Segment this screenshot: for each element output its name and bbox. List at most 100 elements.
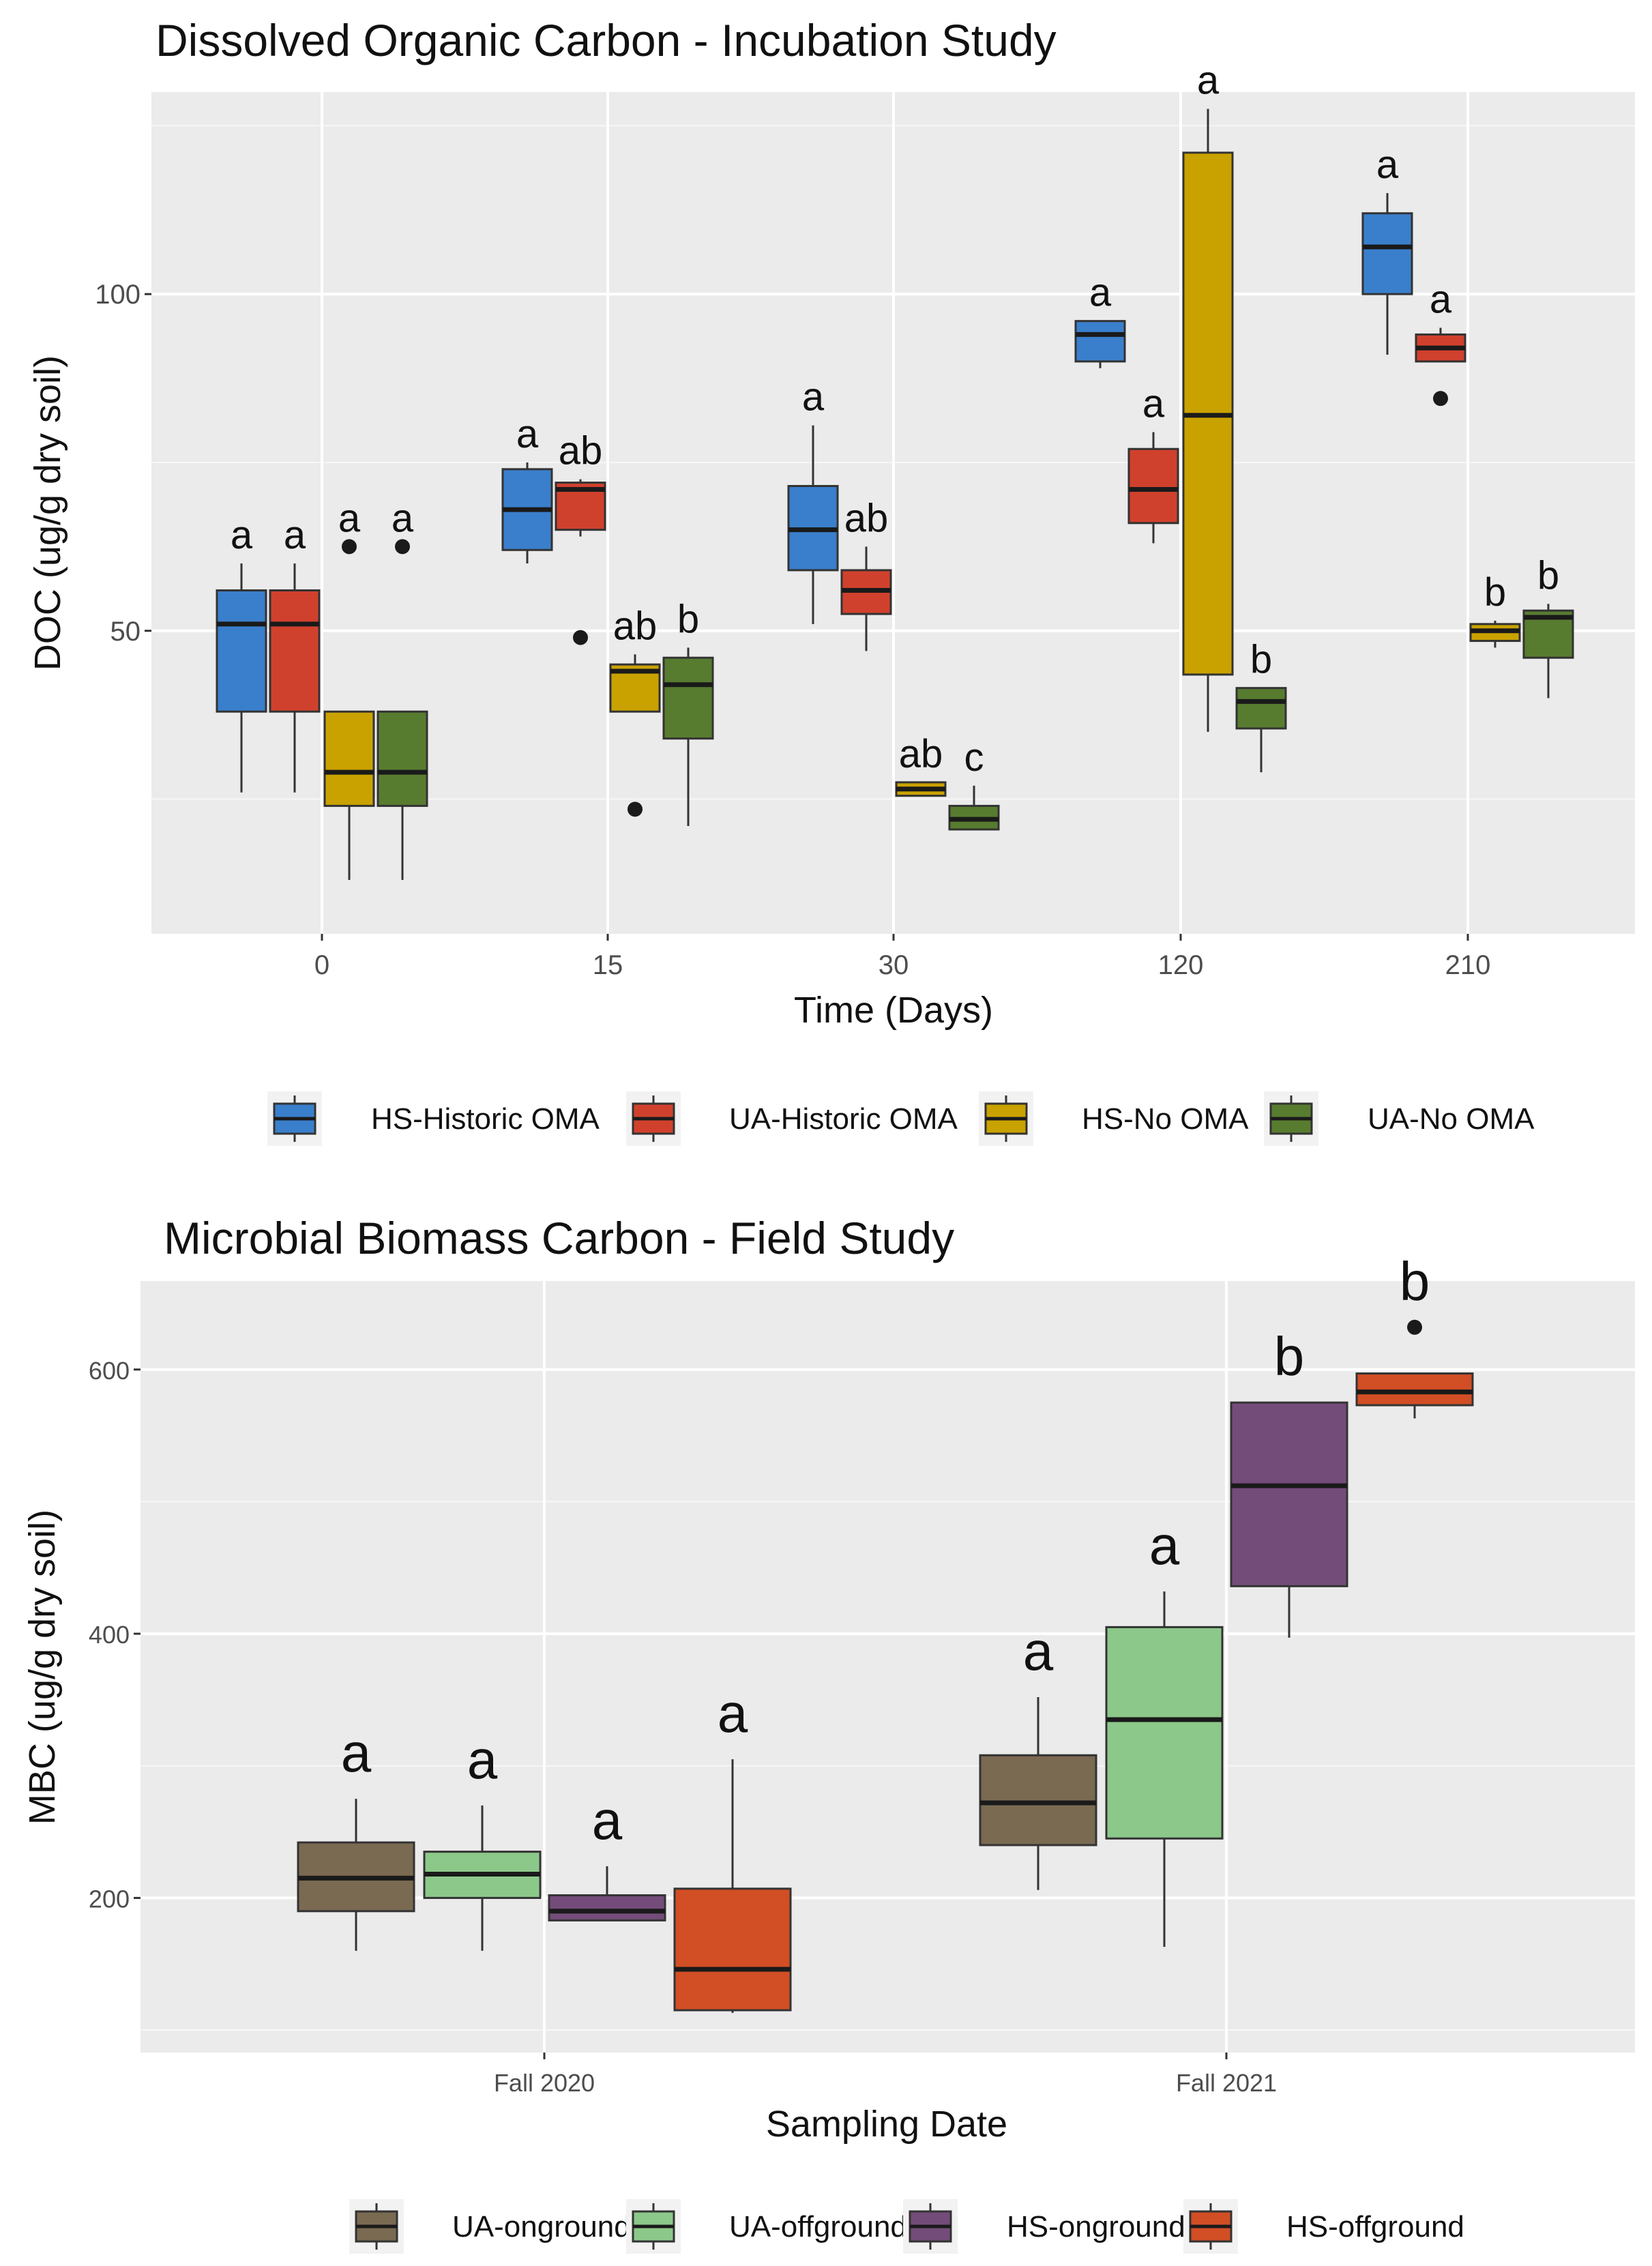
box-hs-onground-fall-2021 xyxy=(1230,1401,1348,1638)
doc-x-axis-title: Time (Days) xyxy=(794,990,993,1031)
box-body xyxy=(1105,1625,1224,1840)
box-hs-historic-oma-0 xyxy=(216,563,267,793)
significance-letter: ab xyxy=(844,496,889,540)
y-tick-label: 600 xyxy=(89,1357,130,1385)
y-tick-label: 400 xyxy=(89,1621,130,1649)
doc-chart-title: Dissolved Organic Carbon - Incubation St… xyxy=(156,15,1057,65)
legend-label: HS-offground xyxy=(1286,2210,1464,2243)
outlier-point xyxy=(395,539,410,555)
doc-gridlines xyxy=(151,92,1635,934)
significance-letter: a xyxy=(231,513,253,557)
doc-legend: HS-Historic OMA UA-Historic OMA HS-No OMA U… xyxy=(267,1091,1535,1146)
box-ua-offground-fall-2020 xyxy=(423,1805,542,1951)
box-ua-historic-oma-0 xyxy=(269,563,321,793)
doc-y-axis-title: DOC (ug/g dry soil) xyxy=(27,355,68,671)
doc-y-axis: 50 100 xyxy=(95,280,151,647)
legend-label: UA-onground xyxy=(452,2210,631,2243)
box-ua-no-oma-0 xyxy=(377,539,428,881)
mbc-chart-title: Microbial Biomass Carbon - Field Study xyxy=(164,1213,954,1263)
box-ua-historic-oma-30 xyxy=(840,546,892,651)
legend-item: HS-No OMA xyxy=(979,1091,1249,1146)
significance-letter: a xyxy=(592,1790,623,1851)
outlier-point xyxy=(1433,391,1448,407)
significance-letter: a xyxy=(1142,382,1165,426)
legend-item: UA-No OMA xyxy=(1264,1091,1535,1146)
x-tick-label: 0 xyxy=(314,950,329,980)
mbc-legend: UA-onground UA-offground HS-onground HS-off… xyxy=(349,2199,1464,2254)
legend-label: UA-offground xyxy=(729,2210,907,2243)
legend-item: UA-offground xyxy=(626,2199,907,2254)
box-hs-historic-oma-120 xyxy=(1074,320,1126,368)
legend-label: UA-Historic OMA xyxy=(729,1102,958,1136)
significance-letter: ab xyxy=(899,732,943,776)
box-body xyxy=(323,710,375,807)
doc-boxes xyxy=(216,108,1574,881)
significance-letter: b xyxy=(1484,570,1506,615)
legend-item: HS-Historic OMA xyxy=(267,1091,600,1146)
box-hs-offground-fall-2021 xyxy=(1355,1319,1474,1419)
box-hs-no-oma-120 xyxy=(1182,108,1234,732)
box-body xyxy=(979,1754,1097,1846)
significance-letter: a xyxy=(802,375,825,420)
legend-item: HS-onground xyxy=(903,2199,1185,2254)
significance-letter: a xyxy=(1149,1515,1180,1576)
mbc-boxes xyxy=(297,1319,1474,2013)
box-hs-no-oma-30 xyxy=(895,781,947,797)
legend-item: HS-offground xyxy=(1183,2199,1464,2254)
significance-letter: a xyxy=(284,513,306,557)
outlier-point xyxy=(1407,1319,1422,1335)
box-body xyxy=(1074,320,1126,363)
box-body xyxy=(1361,212,1413,295)
significance-letter: a xyxy=(516,412,539,456)
significance-letter: a xyxy=(1023,1621,1054,1681)
x-tick-label: 120 xyxy=(1158,950,1204,980)
mbc-significance-letters: a a a a a a b b xyxy=(341,1251,1430,1851)
significance-letter: a xyxy=(1430,278,1452,322)
box-ua-no-oma-210 xyxy=(1522,604,1574,698)
outlier-point xyxy=(573,630,588,645)
box-ua-historic-oma-15 xyxy=(555,479,606,645)
significance-letter: a xyxy=(392,496,414,540)
box-ua-historic-oma-210 xyxy=(1415,327,1466,407)
significance-letter: b xyxy=(1250,638,1272,682)
x-tick-label: Fall 2020 xyxy=(494,2069,595,2097)
mbc-y-axis-title: MBC (ug/g dry soil) xyxy=(22,1510,63,1825)
mbc-x-axis-title: Sampling Date xyxy=(766,2104,1007,2145)
x-tick-label: 15 xyxy=(593,950,623,980)
box-body xyxy=(216,589,267,713)
mbc-chart: Microbial Biomass Carbon - Field Study 2… xyxy=(22,1213,1635,2254)
box-hs-historic-oma-210 xyxy=(1361,193,1413,355)
box-body xyxy=(662,656,714,740)
legend-item: UA-Historic OMA xyxy=(626,1091,958,1146)
significance-letter: a xyxy=(338,496,361,540)
significance-letter: b xyxy=(1400,1251,1430,1312)
doc-x-axis: 0 15 30 120 210 xyxy=(314,934,1490,980)
mbc-plot-panel xyxy=(141,1281,1635,2052)
significance-letter: c xyxy=(964,735,984,780)
mbc-x-axis: Fall 2020 Fall 2021 xyxy=(494,2052,1277,2097)
significance-letter: a xyxy=(341,1722,372,1783)
box-hs-no-oma-0 xyxy=(323,539,375,881)
legend-item: UA-onground xyxy=(349,2199,631,2254)
box-body xyxy=(1355,1372,1474,1407)
outlier-point xyxy=(628,801,643,817)
box-ua-no-oma-15 xyxy=(662,647,714,827)
box-body xyxy=(269,589,321,713)
significance-letter: a xyxy=(467,1729,498,1790)
box-ua-onground-fall-2021 xyxy=(979,1697,1097,1890)
legend-label: HS-No OMA xyxy=(1082,1102,1249,1136)
box-body xyxy=(548,1894,666,1922)
box-ua-no-oma-120 xyxy=(1235,687,1287,773)
significance-letter: b xyxy=(1274,1326,1305,1387)
significance-letter: a xyxy=(1376,143,1399,187)
significance-letter: b xyxy=(1537,553,1559,598)
box-hs-onground-fall-2020 xyxy=(548,1866,666,1922)
box-body xyxy=(377,710,428,807)
box-body xyxy=(1127,447,1179,525)
significance-letter: b xyxy=(677,597,699,641)
box-hs-no-oma-15 xyxy=(609,654,661,817)
box-ua-onground-fall-2020 xyxy=(297,1799,415,1951)
box-body xyxy=(1235,687,1287,730)
